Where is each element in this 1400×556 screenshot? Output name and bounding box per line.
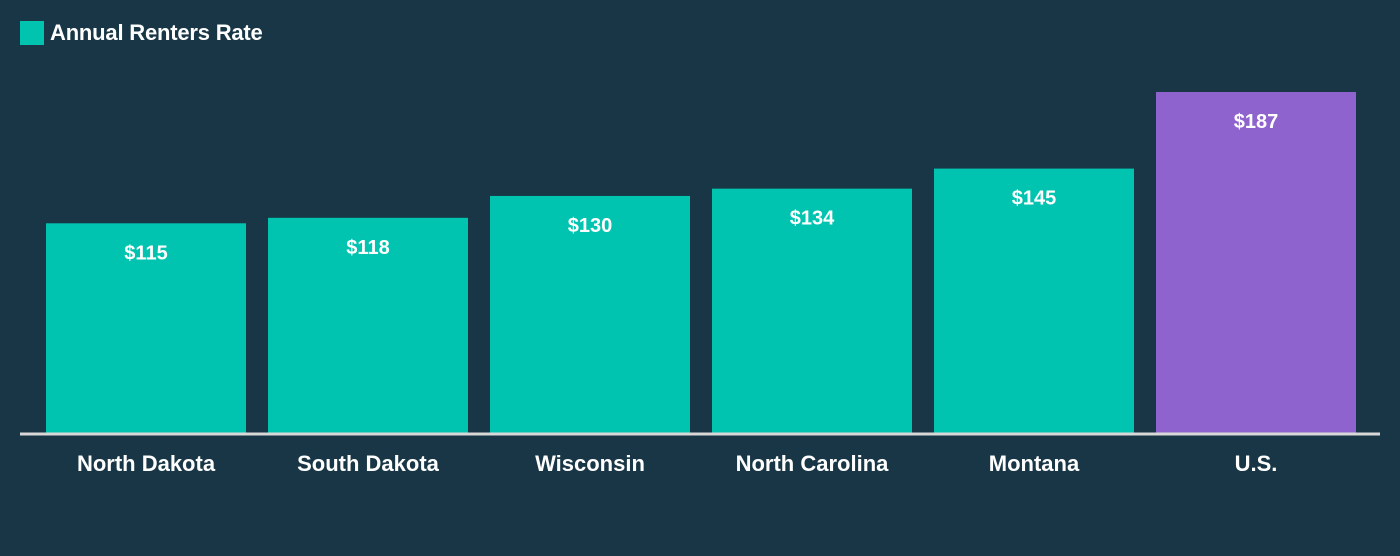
bar-wisconsin <box>490 195 690 433</box>
bar-north-dakota <box>46 223 246 433</box>
bar-montana <box>934 168 1134 433</box>
category-label: South Dakota <box>297 451 440 476</box>
legend-swatch <box>20 21 44 45</box>
category-label: Wisconsin <box>535 451 645 476</box>
category-label: North Carolina <box>736 451 890 476</box>
bar-value-label: $145 <box>1012 188 1057 210</box>
bar-value-label: $118 <box>346 237 389 259</box>
bar-value-label: $115 <box>124 242 167 264</box>
bar-u-s <box>1156 92 1356 433</box>
category-label: North Dakota <box>77 451 216 476</box>
bar-value-label: $134 <box>790 208 835 230</box>
chart-legend: Annual Renters Rate <box>20 20 263 46</box>
bar-value-label: $187 <box>1234 111 1279 133</box>
bar-value-label: $130 <box>568 215 613 237</box>
legend-label: Annual Renters Rate <box>50 20 263 45</box>
bar-south-dakota <box>268 217 468 433</box>
bar-north-carolina <box>712 188 912 433</box>
category-label: Montana <box>989 451 1080 476</box>
category-label: U.S. <box>1235 451 1278 476</box>
